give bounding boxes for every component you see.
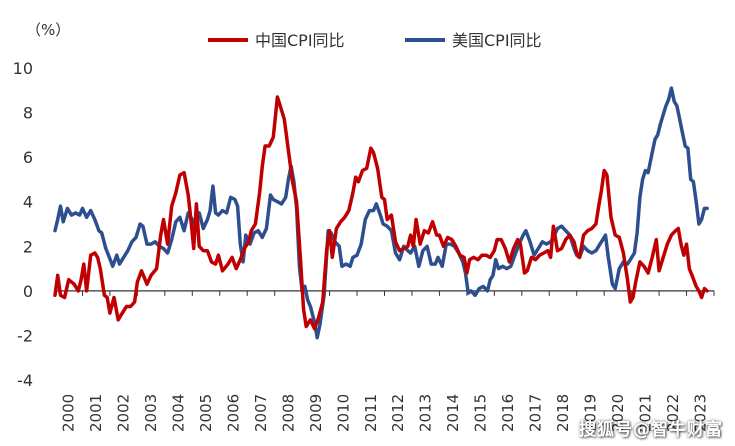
- legend-label-china: 中国CPI同比: [255, 31, 345, 50]
- x-tick-label: 2008: [279, 394, 297, 432]
- y-tick-label: 4: [23, 193, 33, 212]
- x-tick-label: 2011: [362, 394, 380, 432]
- watermark: 搜狐号@智牛财富: [579, 420, 723, 440]
- x-tick-label: 2017: [527, 394, 545, 432]
- series-line-china-cpi: [53, 95, 709, 331]
- x-tick-label: 2019: [581, 394, 599, 432]
- x-axis: 2000 2001 2002 2003 2004 2005 2006 2007 2008 2009…: [54, 290, 715, 432]
- x-tick-label: 2014: [444, 394, 462, 432]
- x-tick-label: 2005: [197, 394, 215, 432]
- x-tick-label: 2020: [609, 394, 627, 432]
- y-tick-label: -4: [17, 371, 33, 390]
- x-tick-label: 2001: [87, 394, 105, 432]
- x-tick-label: 2016: [499, 394, 517, 432]
- y-tick-label: -2: [17, 326, 33, 345]
- x-tick-label: 2021: [636, 394, 654, 432]
- y-axis: -4 -2 0 2 4 6 8 10: [13, 59, 33, 390]
- x-tick-label: 2002: [115, 394, 133, 432]
- x-tick-label: 2003: [142, 394, 160, 432]
- legend-label-us: 美国CPI同比: [452, 31, 542, 50]
- x-tick-label: 2007: [252, 394, 270, 432]
- x-tick-label: 2000: [60, 394, 78, 432]
- x-tick-label: 2004: [170, 394, 188, 432]
- y-tick-label: 2: [23, 237, 33, 256]
- x-tick-label: 2018: [554, 394, 572, 432]
- x-tick-label: 2013: [417, 394, 435, 432]
- x-tick-label: 2010: [334, 394, 352, 432]
- y-tick-label: 0: [23, 282, 33, 301]
- series-line-us-cpi: [53, 86, 709, 340]
- unit-label: （%）: [26, 21, 70, 39]
- x-tick-label: 2022: [664, 394, 682, 432]
- y-tick-label: 10: [13, 59, 33, 78]
- x-tick-label: 2009: [307, 394, 325, 432]
- legend: 中国CPI同比 美国CPI同比: [208, 31, 542, 50]
- x-tick-label: 2012: [389, 394, 407, 432]
- series-layer: [53, 86, 709, 340]
- y-tick-label: 6: [23, 148, 33, 167]
- x-tick-label: 2023: [691, 394, 709, 432]
- x-tick-label: 2015: [472, 394, 490, 432]
- x-tick-label: 2006: [224, 394, 242, 432]
- y-tick-label: 8: [23, 104, 33, 123]
